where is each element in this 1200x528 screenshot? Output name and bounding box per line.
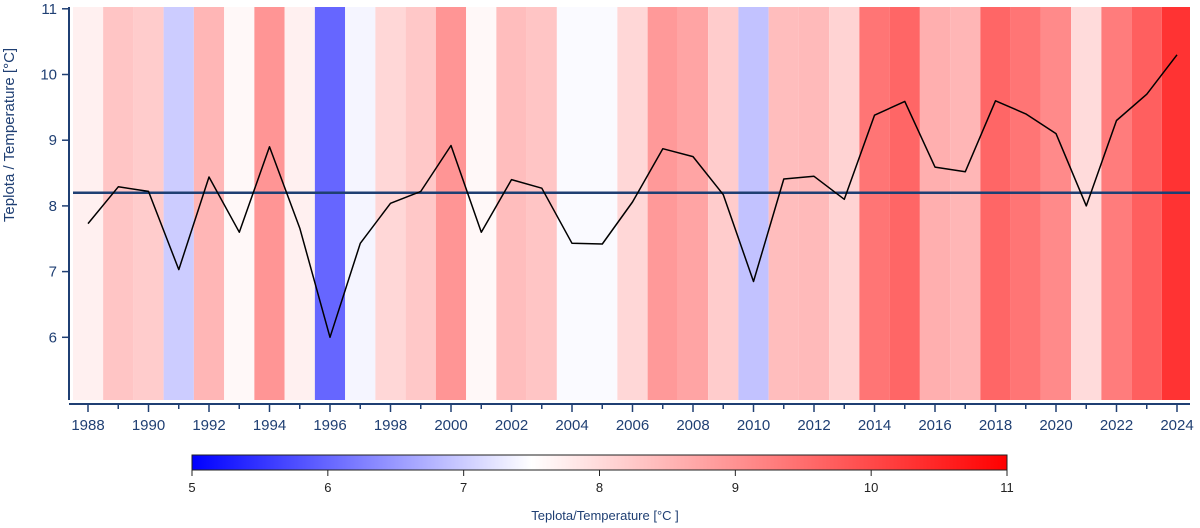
stripe-2021 [1071,7,1102,400]
stripe-2004 [556,7,588,400]
y-tick-label-10: 10 [40,67,57,84]
y-axis-title: Teplota / Temperature [°C] [1,48,18,222]
x-tick-label-1990: 1990 [132,417,165,434]
colorbar-title: Teplota/Temperature [°C ] [531,508,679,523]
stripe-2003 [526,7,557,400]
colorbar-tick-label-11: 11 [1000,480,1014,495]
x-tick-label-2014: 2014 [858,417,891,434]
stripe-1994 [254,7,285,400]
y-tick-label-6: 6 [49,329,57,346]
stripe-2000 [435,7,467,400]
x-tick-label-2016: 2016 [918,417,951,434]
stripe-2023 [1131,7,1162,400]
y-tick-label-9: 9 [49,132,57,149]
stripe-1991 [163,7,194,400]
y-tick-label-7: 7 [49,264,57,281]
colorbar-tick-label-10: 10 [864,480,878,495]
colorbar-tick-label-9: 9 [732,480,739,495]
x-tick-label-1994: 1994 [253,417,286,434]
stripe-2019 [1010,7,1041,400]
stripe-1990 [133,7,164,400]
stripe-2017 [950,7,981,400]
x-tick-label-1996: 1996 [313,417,346,434]
axes: 6 7 8 9 10 11 1988 1990 1992 1994 1996 1998 2000 2002… [40,1,1193,434]
stripe-2012 [798,7,830,400]
x-tick-label-2002: 2002 [495,417,528,434]
colorbar-tick-label-6: 6 [324,480,331,495]
x-tick-label-2006: 2006 [616,417,649,434]
stripe-2005 [587,7,618,400]
stripe-1997 [345,7,376,400]
stripe-1999 [405,7,436,400]
x-tick-label-2020: 2020 [1039,417,1072,434]
stripe-1996 [314,7,346,400]
x-tick-label-2000: 2000 [434,417,467,434]
stripe-1992 [193,7,225,400]
series-line-layer [87,54,1178,339]
x-tick-label-2008: 2008 [676,417,709,434]
stripe-2018 [980,7,1011,400]
stripe-2016 [919,7,951,400]
stripe-2013 [829,7,860,400]
stripe-1988 [73,7,104,400]
series-line-0 [87,54,1178,339]
x-tick-label-2022: 2022 [1100,417,1133,434]
colorbar-gradient [191,454,1008,471]
stripe-2009 [708,7,739,400]
x-tick-label-2018: 2018 [979,417,1012,434]
stripe-2008 [677,7,709,400]
x-tick-label-1992: 1992 [192,417,225,434]
colorbar: 5 6 7 8 9 10 11 [188,454,1014,495]
x-tick-label-2012: 2012 [797,417,830,434]
colorbar-tick-label-7: 7 [460,480,467,495]
stripe-2006 [617,7,648,400]
x-tick-label-1998: 1998 [374,417,407,434]
x-tick-label-1988: 1988 [71,417,104,434]
stripe-2014 [859,7,890,400]
stripe-2022 [1101,7,1132,400]
stripe-2007 [647,7,678,400]
colorbar-tick-label-5: 5 [188,480,195,495]
colorbar-tick-label-8: 8 [596,480,603,495]
stripe-2024 [1161,7,1190,400]
x-tick-label-2010: 2010 [737,417,770,434]
stripe-2010 [738,7,769,400]
stripe-2015 [889,7,920,400]
stripe-1989 [103,7,134,400]
stripe-2011 [768,7,799,400]
stripe-1995 [284,7,315,400]
stripe-2002 [496,7,527,400]
year-stripes [73,7,1190,400]
x-tick-label-2004: 2004 [555,417,588,434]
y-tick-label-8: 8 [49,198,57,215]
stripe-2020 [1040,7,1072,400]
y-tick-label-11: 11 [41,1,57,18]
x-tick-label-2024: 2024 [1160,417,1193,434]
